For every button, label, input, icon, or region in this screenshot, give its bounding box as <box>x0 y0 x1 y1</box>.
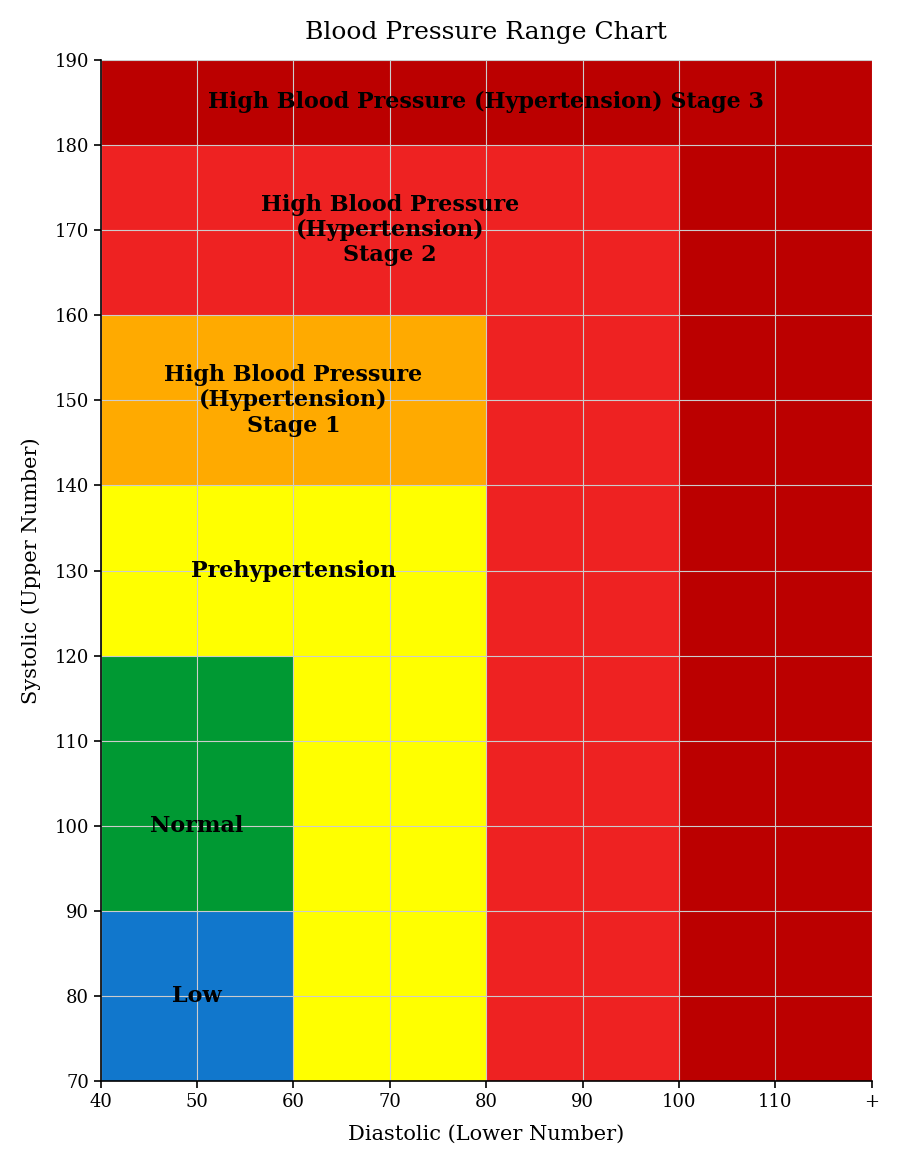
Bar <box>101 315 486 1081</box>
X-axis label: Diastolic (Lower Number): Diastolic (Lower Number) <box>348 1125 625 1144</box>
Bar <box>101 486 486 1081</box>
Y-axis label: Systolic (Upper Number): Systolic (Upper Number) <box>21 437 40 704</box>
Bar <box>101 656 293 1081</box>
Bar <box>101 911 293 1081</box>
Text: Normal: Normal <box>150 816 244 836</box>
Text: High Blood Pressure
(Hypertension)
Stage 2: High Blood Pressure (Hypertension) Stage… <box>261 193 519 267</box>
Bar <box>101 144 679 1081</box>
Text: High Blood Pressure (Hypertension) Stage 3: High Blood Pressure (Hypertension) Stage… <box>208 91 764 113</box>
Text: Low: Low <box>172 986 222 1008</box>
Text: Prehypertension: Prehypertension <box>191 559 396 581</box>
Text: High Blood Pressure
(Hypertension)
Stage 1: High Blood Pressure (Hypertension) Stage… <box>165 363 423 437</box>
Title: Blood Pressure Range Chart: Blood Pressure Range Chart <box>305 21 667 44</box>
